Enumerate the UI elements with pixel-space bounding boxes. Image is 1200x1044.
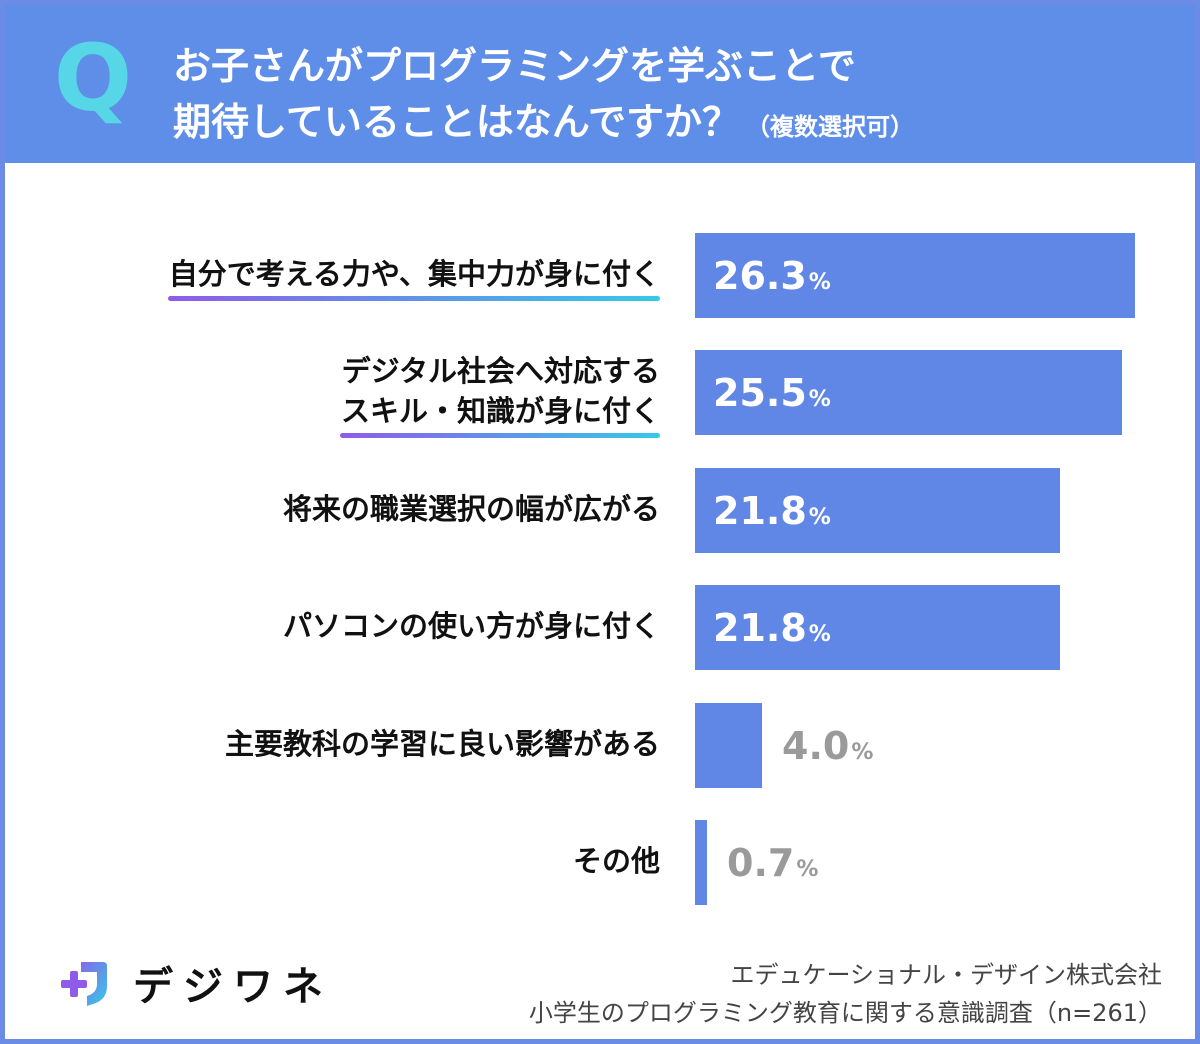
q-icon: Q	[53, 25, 133, 132]
value-unit-2: %	[808, 386, 831, 412]
category-label-1: 自分で考える力や、集中力が身に付く	[168, 256, 660, 291]
bar-4	[695, 585, 1060, 670]
bar-chart: 自分で考える力や、集中力が身に付く 26.3% デジタル社会へ対応する スキル・知識が…	[5, 163, 1195, 923]
value-label-2: 25.5%	[713, 371, 831, 422]
question-title-line1: お子さんがプログラミングを学ぶことで	[173, 44, 856, 88]
bar-3	[695, 468, 1060, 553]
question-header: Q お子さんがプログラミングを学ぶことで 期待していることはなんですか？ （複数選…	[5, 5, 1195, 163]
category-label-2-line1: デジタル社会へ対応する	[341, 353, 660, 388]
value-unit-5: %	[851, 739, 874, 765]
category-label-6: その他	[572, 843, 660, 878]
value-unit-6: %	[796, 856, 819, 882]
value-number-6: 0.7	[727, 840, 795, 885]
value-label-5: 4.0%	[782, 724, 873, 775]
value-label-1: 26.3%	[713, 254, 831, 305]
value-label-4: 21.8%	[713, 606, 831, 657]
highlight-underline-2	[340, 432, 660, 438]
company-credit: エデュケーショナル・デザイン株式会社	[730, 961, 1162, 989]
brand-logo-icon	[61, 962, 107, 1006]
bar-6	[695, 820, 707, 905]
category-label-3: 将来の職業選択の幅が広がる	[282, 491, 660, 526]
category-label-5: 主要教科の学習に良い影響がある	[224, 726, 660, 761]
question-title-line2: 期待していることはなんですか？ （複数選択可）	[173, 91, 914, 146]
value-number-5: 4.0	[782, 723, 850, 768]
brand-name: デジワネ	[133, 964, 333, 1010]
category-label-4: パソコンの使い方が身に付く	[282, 608, 660, 643]
question-note: （複数選択可）	[745, 113, 914, 141]
value-number-1: 26.3	[713, 253, 807, 298]
value-unit-1: %	[808, 269, 831, 295]
value-label-6: 0.7%	[727, 841, 818, 892]
value-number-4: 21.8	[713, 605, 807, 650]
category-label-2-line2: スキル・知識が身に付く	[340, 393, 660, 428]
value-unit-4: %	[808, 621, 831, 647]
brand-logo: デジワネ	[57, 955, 333, 1011]
highlight-underline-1	[168, 295, 660, 301]
bar-1	[695, 233, 1135, 318]
value-number-3: 21.8	[713, 488, 807, 533]
value-label-3: 21.8%	[713, 489, 831, 540]
value-unit-3: %	[808, 504, 831, 530]
bar-2	[695, 350, 1122, 435]
question-title-line2-text: 期待していることはなんですか？	[173, 100, 740, 144]
value-number-2: 25.5	[713, 370, 807, 415]
survey-credit: 小学生のプログラミング教育に関する意識調査（n=261）	[528, 999, 1162, 1027]
bar-5	[695, 703, 762, 788]
